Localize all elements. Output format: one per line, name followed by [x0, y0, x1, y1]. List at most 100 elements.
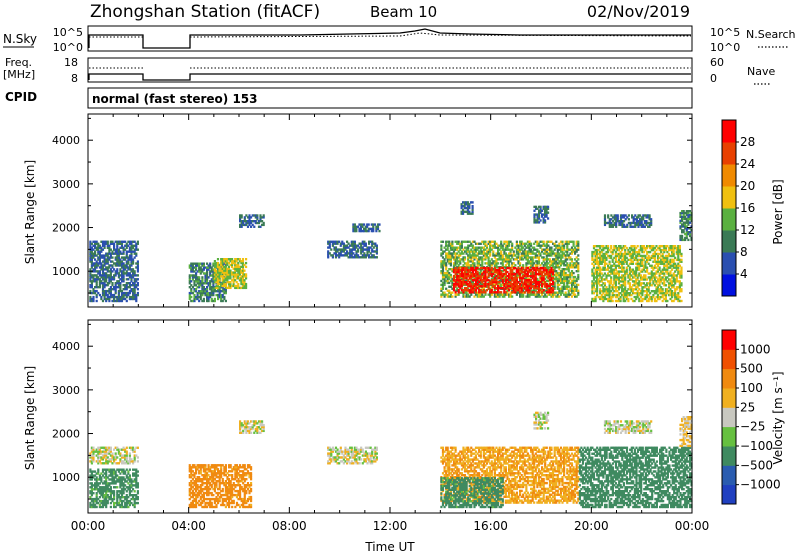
data-cell [100, 274, 103, 277]
data-cell [120, 297, 124, 301]
data-cell [195, 278, 198, 281]
data-cell [130, 248, 133, 251]
data-cell [198, 276, 201, 279]
data-cell [130, 262, 133, 265]
data-cell [372, 242, 375, 245]
data-cell [119, 264, 122, 267]
data-cell [237, 261, 240, 265]
data-cell [238, 260, 241, 263]
data-cell [218, 290, 221, 293]
data-cell [105, 291, 108, 295]
data-cell [133, 244, 136, 247]
data-cell [223, 262, 226, 265]
data-cell [440, 270, 443, 273]
data-cell [369, 240, 372, 243]
data-cell [360, 242, 363, 245]
data-cell [206, 276, 209, 279]
data-cell [98, 266, 101, 269]
data-cell [262, 221, 265, 225]
data-cell [92, 297, 95, 301]
data-cell [130, 289, 133, 293]
data-cell [451, 246, 454, 249]
data-cell [216, 273, 220, 276]
data-cell [125, 246, 128, 249]
data-cell [100, 254, 103, 257]
data-cell [108, 252, 111, 255]
data-cell [89, 268, 92, 271]
data-cell [122, 248, 125, 251]
data-cell [451, 240, 454, 243]
data-cell [347, 256, 350, 259]
data-cell [369, 227, 372, 231]
data-cell [98, 250, 101, 253]
data-cell [120, 276, 124, 279]
data-cell [119, 268, 122, 271]
data-cell [451, 281, 454, 285]
data-cell [92, 291, 95, 295]
data-cell [224, 286, 227, 290]
data-cell [209, 293, 212, 297]
data-cell [117, 274, 120, 277]
data-cell [449, 248, 452, 251]
data-cell [101, 266, 105, 269]
data-cell [94, 242, 97, 245]
freq-panel: Freq. [MHz] 18 8 60 0 Nave [3, 56, 775, 85]
data-cell [243, 281, 246, 284]
data-cell [224, 288, 227, 291]
data-cell [443, 295, 446, 298]
data-cell [449, 244, 452, 247]
data-cell [90, 256, 93, 259]
data-cell [105, 274, 108, 277]
data-cell [448, 281, 451, 285]
data-cell [199, 262, 202, 265]
data-cell [101, 286, 105, 289]
data-cell [103, 272, 106, 275]
data-cell [443, 250, 446, 253]
data-cell [363, 229, 366, 233]
data-cell [241, 279, 245, 282]
data-cell [132, 282, 135, 285]
data-cell [534, 277, 537, 280]
data-cell [448, 285, 451, 288]
data-cell [109, 254, 112, 257]
data-cell [95, 284, 98, 287]
data-cell [122, 264, 125, 267]
data-cell [210, 274, 213, 277]
data-cell [375, 244, 378, 247]
date-label: 02/Nov/2019 [587, 2, 690, 21]
data-cell [119, 242, 122, 245]
data-cell [206, 266, 209, 269]
data-cell [344, 252, 347, 255]
data-cell [372, 223, 375, 226]
data-cell [202, 297, 205, 301]
data-cell [242, 223, 245, 227]
data-cell [127, 293, 130, 297]
data-cell [114, 262, 117, 265]
data-cell [135, 274, 138, 277]
data-cell [220, 286, 223, 289]
data-cell [210, 266, 213, 269]
data-cell [209, 280, 212, 283]
data-cell [89, 284, 92, 287]
data-cell [128, 297, 131, 301]
data-cell [245, 273, 248, 276]
data-cell [116, 295, 119, 299]
data-cell [210, 290, 213, 293]
data-cell [89, 256, 92, 259]
data-cell [234, 261, 237, 265]
data-cell [127, 256, 130, 259]
data-cell [119, 252, 122, 255]
data-cell [90, 242, 93, 245]
data-cell [359, 223, 363, 226]
data-cell [330, 254, 333, 257]
data-cell [234, 260, 237, 263]
data-cell [473, 262, 476, 265]
data-cell [124, 284, 127, 287]
data-cell [191, 268, 194, 271]
data-cell [92, 295, 95, 299]
data-cell [94, 289, 97, 293]
data-cell [98, 252, 101, 255]
data-cell [346, 244, 349, 247]
data-cell [372, 225, 375, 228]
data-cell [100, 248, 103, 251]
